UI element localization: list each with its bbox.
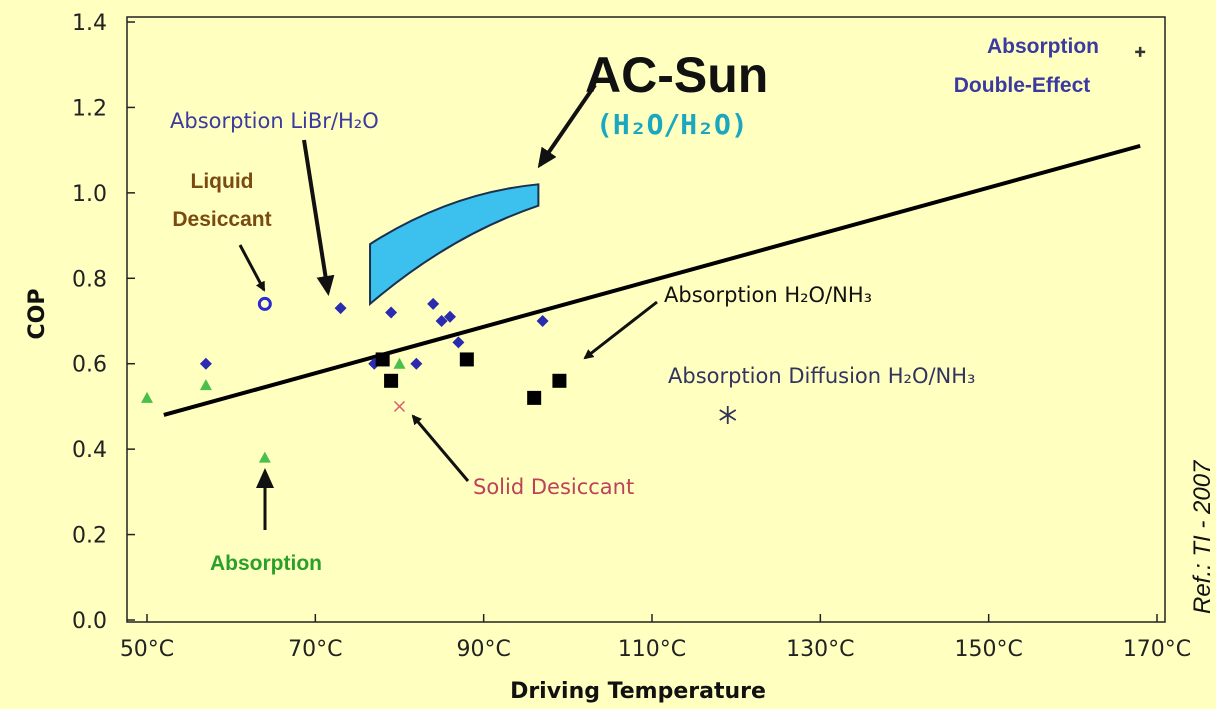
data-point-triangle — [393, 357, 406, 369]
trend-line — [163, 143, 1141, 417]
label-absorption-double-2: Double-Effect — [954, 74, 1091, 97]
y-tick-label: 0.2 — [72, 524, 107, 549]
label-absorption-double-1: Absorption — [987, 35, 1099, 58]
y-tick-label: 0.6 — [72, 353, 107, 378]
data-point-x — [393, 400, 406, 412]
reference-label: Ref.: TI - 2007 — [1189, 459, 1216, 614]
data-point-plus — [1135, 46, 1146, 57]
y-axis-label: COP — [25, 289, 50, 340]
data-point-square — [459, 352, 474, 367]
data-point-square — [384, 373, 399, 388]
y-tick-label: 0.0 — [72, 609, 107, 634]
data-point-triangle — [258, 451, 271, 463]
x-axis-ticks: 50°C 70°C 90°C 110°C 130°C 150°C 170°C — [120, 614, 1191, 662]
data-point-asterisk — [719, 405, 737, 424]
data-point-square — [527, 390, 542, 405]
data-point-diamond — [427, 297, 440, 310]
x-axis-label: Driving Temperature — [510, 679, 766, 704]
data-point-diamond — [444, 310, 456, 323]
x-tick-label: 50°C — [120, 637, 174, 662]
data-point-square — [552, 373, 567, 388]
arrow-libr — [302, 139, 335, 296]
ac-sun-region — [369, 183, 540, 307]
y-tick-label: 1.4 — [72, 11, 107, 36]
y-tick-label: 1.0 — [72, 182, 107, 207]
label-solid-desiccant: Solid Desiccant — [473, 475, 634, 499]
y-tick-label: 0.4 — [72, 438, 107, 463]
label-liquid-desiccant-2: Desiccant — [172, 208, 271, 231]
data-point-diamond — [334, 302, 347, 315]
data-point-diamond — [452, 336, 465, 349]
data-points — [141, 46, 1146, 463]
arrow-ac-sun — [537, 83, 597, 169]
data-point-diamond — [410, 357, 423, 370]
data-point-diamond — [199, 357, 212, 370]
ac-sun-title: AC-Sun — [585, 47, 768, 103]
data-point-diamond — [536, 315, 549, 327]
y-axis-ticks: 0.0 0.2 0.4 0.6 0.8 1.0 1.2 1.4 — [72, 11, 135, 634]
ac-sun-subtitle: (H₂O/H₂O) — [596, 108, 748, 141]
x-tick-label: 130°C — [786, 637, 854, 662]
arrow-solid-desiccant — [411, 414, 470, 482]
arrow-liquid-desiccant — [238, 244, 266, 292]
label-absorption-diffusion: Absorption Diffusion H₂O/NH₃ — [668, 364, 975, 388]
y-tick-label: 0.8 — [72, 267, 107, 292]
x-tick-label: 90°C — [456, 637, 510, 662]
data-point-diamond — [385, 306, 398, 319]
data-point-square — [375, 352, 390, 367]
y-tick-label: 1.2 — [72, 96, 107, 121]
label-absorption-green: Absorption — [210, 552, 322, 575]
label-absorption-libr: Absorption LiBr/H₂O — [170, 109, 379, 133]
x-tick-label: 70°C — [288, 637, 342, 662]
data-point-diamond — [435, 315, 448, 327]
x-tick-label: 170°C — [1123, 637, 1191, 662]
x-tick-label: 150°C — [954, 637, 1022, 662]
plot-frame — [126, 16, 1166, 623]
annotation-arrows — [238, 83, 658, 530]
label-absorption-h2o-nh3: Absorption H₂O/NH₃ — [664, 283, 872, 307]
data-point-triangle — [141, 391, 153, 403]
label-liquid-desiccant-1: Liquid — [191, 170, 254, 193]
data-point-triangle — [199, 379, 212, 391]
arrow-h2o-nh3 — [583, 300, 658, 360]
x-tick-label: 110°C — [618, 637, 686, 662]
data-point-circle-open — [257, 296, 272, 311]
